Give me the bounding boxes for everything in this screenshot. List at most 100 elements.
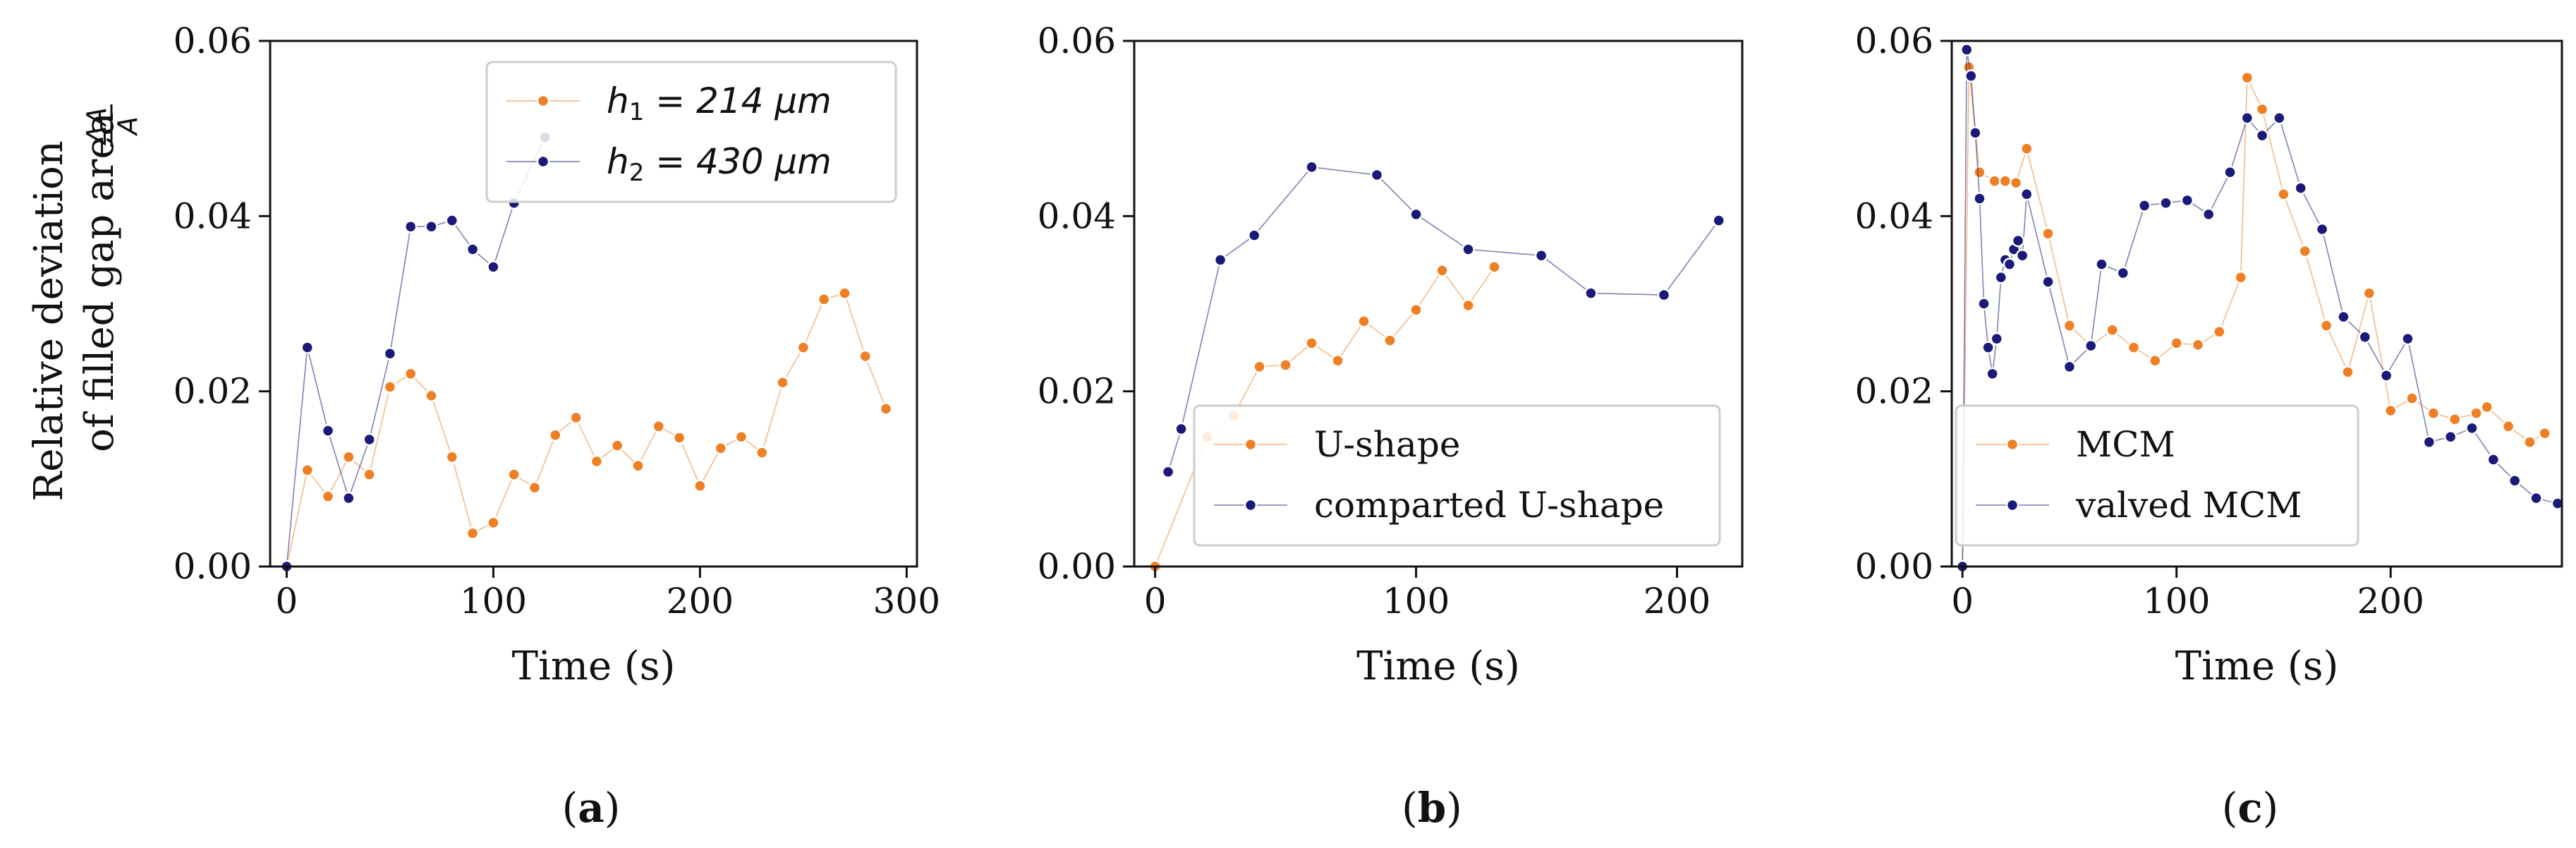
panel-c-x-tick-label-100: 100 bbox=[2143, 581, 2210, 622]
panel-c-caption-letter: c bbox=[2237, 784, 2262, 832]
panel-b-data-point-comparted-u-shape-6 bbox=[1409, 207, 1423, 222]
panel-a-data-point-h-1-214-m-11 bbox=[507, 468, 521, 481]
panel-b-data-point-u-shape-10 bbox=[1435, 264, 1449, 277]
panel-c-data-point-valved-mcm-36 bbox=[2443, 430, 2457, 444]
panel-c-data-point-valved-mcm-27 bbox=[2255, 128, 2269, 143]
panel-c-legend-swatch-marker-valved-mcm bbox=[2005, 498, 2019, 512]
panel-c-data-point-mcm-27 bbox=[2448, 413, 2462, 426]
panel-b-y-tick-label-0: 0.00 bbox=[1038, 546, 1116, 587]
panel-a-data-point-h-2-430-m-2 bbox=[321, 424, 335, 437]
panel-a-legend-label-h2: h2 = 430 μm bbox=[607, 141, 832, 187]
panel-c-data-point-valved-mcm-35 bbox=[2422, 435, 2436, 449]
y-axis-label-fraction-denominator: A bbox=[112, 116, 143, 137]
panel-a-data-point-h-1-214-m-3 bbox=[342, 450, 356, 464]
panel-b-data-point-u-shape-8 bbox=[1383, 334, 1397, 347]
panel-c-data-point-mcm-23 bbox=[2362, 286, 2376, 300]
panel-a-y-tick-label-2: 0.04 bbox=[174, 195, 252, 236]
panel-c-data-point-valved-mcm-11 bbox=[2003, 258, 2017, 271]
panel-b-data-point-u-shape-9 bbox=[1409, 303, 1423, 317]
panel-b-caption-open: ( bbox=[1402, 784, 1418, 832]
panel-a-legend-entry-h1: h1 = 214 μm bbox=[506, 80, 832, 126]
panel-a-data-point-h-1-214-m-10 bbox=[487, 516, 500, 530]
y-axis-label-fraction: ΔA A bbox=[81, 104, 143, 147]
panel-c-data-point-valved-mcm-31 bbox=[2337, 310, 2350, 324]
panel-a-legend-box bbox=[485, 61, 897, 203]
panel-c-data-point-valved-mcm-16 bbox=[2041, 275, 2055, 289]
panel-b-caption: (b) bbox=[1402, 784, 1462, 832]
panel-c-data-point-mcm-8 bbox=[2062, 319, 2077, 332]
panel-a-caption-open: ( bbox=[562, 784, 578, 832]
panel-a-data-point-h-1-214-m-6 bbox=[403, 367, 418, 381]
panel-b-x-axis-label: Time (s) bbox=[1356, 643, 1520, 689]
panel-a-data-point-h-1-214-m-5 bbox=[383, 380, 397, 394]
panel-b-legend: U-shape comparted U-shape bbox=[1193, 404, 1721, 547]
panel-a-data-point-h-2-430-m-1 bbox=[300, 341, 314, 354]
panel-b-data-point-u-shape-6 bbox=[1331, 353, 1344, 368]
panel-c-data-point-valved-mcm-29 bbox=[2294, 181, 2307, 195]
panel-c-data-point-valved-mcm-25 bbox=[2223, 166, 2237, 179]
panel-a-data-point-h-1-214-m-16 bbox=[610, 439, 624, 452]
panel-b-legend-entry-comparted-u-shape: comparted U-shape bbox=[1214, 485, 1664, 526]
panel-b-data-point-u-shape-11 bbox=[1462, 298, 1475, 313]
panel-c-x-axis-label: Time (s) bbox=[2175, 643, 2339, 689]
panel-b-data-point-comparted-u-shape-9 bbox=[1584, 286, 1598, 300]
y-axis-label: Relative deviation of filled gap area ΔA… bbox=[26, 104, 143, 502]
panel-c-data-point-mcm-11 bbox=[2127, 341, 2141, 354]
panel-b-legend-swatch-marker-comparted-u-shape bbox=[1244, 498, 1258, 512]
panel-a-series bbox=[280, 131, 893, 574]
panel-a-x-tick-label-300: 300 bbox=[873, 581, 940, 622]
panel-b-x-tick-label-100: 100 bbox=[1383, 581, 1450, 622]
panel-c-data-point-mcm-28 bbox=[2469, 406, 2483, 420]
panel-a-ticks: 0 100 200 300 0.00 0.02 0.04 0.06 bbox=[174, 20, 940, 622]
panel-c-data-point-valved-mcm-4 bbox=[1973, 192, 1986, 205]
panel-b-data-point-u-shape-12 bbox=[1488, 260, 1501, 274]
panel-a-data-point-h-1-214-m-2 bbox=[321, 490, 335, 503]
panel-a-caption-close: ) bbox=[604, 784, 621, 832]
panel-c-data-point-valved-mcm-21 bbox=[2137, 199, 2151, 212]
panel-b-data-point-u-shape-3 bbox=[1253, 360, 1266, 374]
panel-a-data-point-h-1-214-m-29 bbox=[879, 402, 893, 416]
panel-c-data-point-valved-mcm-26 bbox=[2240, 111, 2254, 125]
panel-c-data-point-valved-mcm-39 bbox=[2508, 474, 2522, 487]
panel-a-series-line-h-1-214-m bbox=[286, 292, 887, 567]
panel-a-data-point-h-1-214-m-24 bbox=[776, 376, 789, 389]
panel-b-ticks: 0 100 200 0.00 0.02 0.04 0.06 bbox=[1038, 20, 1711, 622]
panel-c-data-point-mcm-20 bbox=[2298, 244, 2312, 258]
panel-c-data-point-mcm-19 bbox=[2277, 188, 2290, 201]
panel-b-y-tick-label-2: 0.04 bbox=[1038, 195, 1116, 236]
panel-a-legend-label-h1-subscript: 1 bbox=[629, 98, 645, 126]
panel-c-data-point-valved-mcm-14 bbox=[2015, 248, 2029, 262]
panel-c-data-point-mcm-29 bbox=[2480, 400, 2494, 414]
panel-a-x-tick-label-200: 200 bbox=[667, 581, 734, 622]
panel-a-caption: (a) bbox=[562, 784, 621, 832]
panel-c-data-point-valved-mcm-13 bbox=[2011, 234, 2025, 248]
panel-a-data-point-h-1-214-m-4 bbox=[363, 468, 376, 481]
panel-c-data-point-mcm-13 bbox=[2170, 337, 2183, 350]
panel-a-legend: h1 = 214 μm h2 = 430 μm bbox=[485, 61, 897, 203]
panel-c-legend-label-valved-mcm: valved MCM bbox=[2075, 485, 2302, 526]
panel-c-data-point-mcm-22 bbox=[2341, 365, 2355, 379]
panel-a-data-point-h-1-214-m-7 bbox=[425, 389, 438, 403]
panel-b-data-point-u-shape-4 bbox=[1279, 358, 1292, 372]
panel-c-data-point-mcm-16 bbox=[2234, 271, 2247, 284]
panel-c-data-point-valved-mcm-37 bbox=[2465, 421, 2479, 435]
panel-b-y-tick-label-3: 0.06 bbox=[1038, 20, 1116, 61]
panel-c-data-point-valved-mcm-9 bbox=[1994, 271, 2008, 284]
y-axis-label-line1: Relative deviation bbox=[26, 140, 72, 502]
panel-c-data-point-mcm-7 bbox=[2041, 226, 2055, 241]
panel-c-data-point-valved-mcm-20 bbox=[2116, 266, 2130, 280]
panel-c-legend-swatch-marker-mcm bbox=[2005, 437, 2019, 452]
panel-a-y-tick-label-1: 0.02 bbox=[174, 371, 252, 412]
panel-a-x-tick-label-0: 0 bbox=[276, 581, 298, 622]
panel-a-data-point-h-1-214-m-1 bbox=[300, 464, 314, 477]
panel-c-data-point-mcm-18 bbox=[2255, 102, 2269, 116]
panel-a-data-point-h-2-430-m-3 bbox=[342, 491, 356, 505]
panel-c-data-point-valved-mcm-38 bbox=[2486, 453, 2501, 466]
panel-b-legend-label-comparted-u-shape: comparted U-shape bbox=[1314, 485, 1664, 526]
panel-a-data-point-h-2-430-m-7 bbox=[425, 219, 438, 234]
panel-c-data-point-valved-mcm-19 bbox=[2095, 258, 2108, 271]
panel-c-data-point-mcm-4 bbox=[1998, 174, 2012, 188]
panel-c-data-point-mcm-14 bbox=[2191, 338, 2205, 352]
panel-a: 0 100 200 300 0.00 0.02 0.04 0.06 Time (s) h1 =… bbox=[174, 20, 940, 832]
